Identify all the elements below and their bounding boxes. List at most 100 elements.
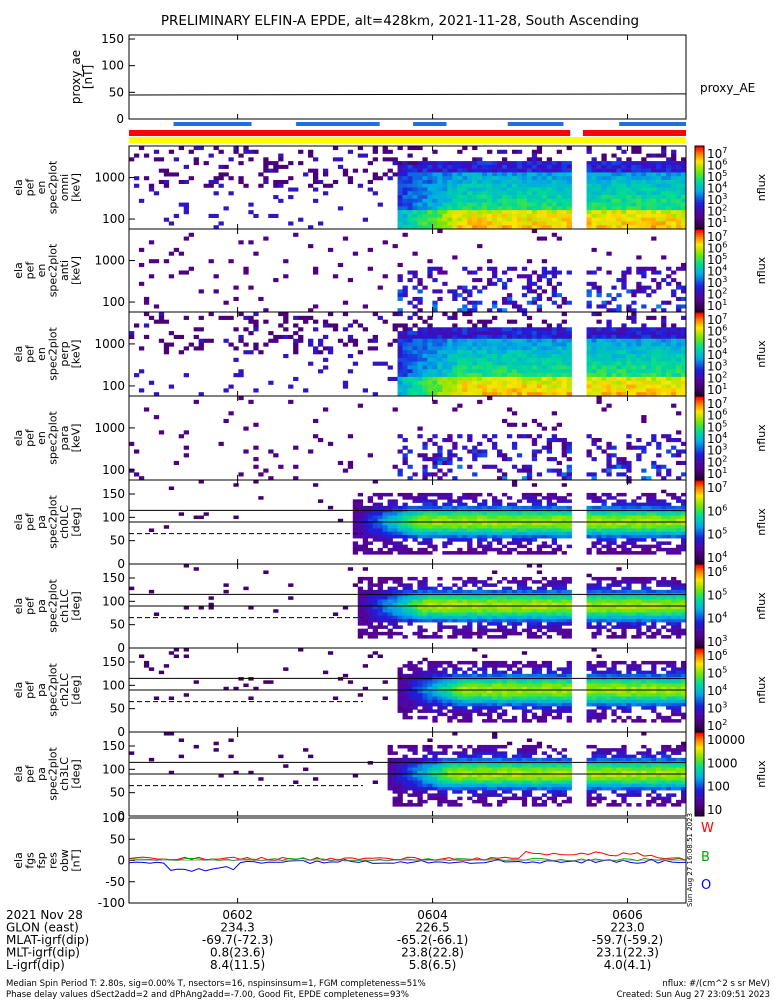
spectrogram-cell	[656, 441, 662, 446]
spectrogram-cell	[293, 376, 299, 382]
spectrogram-cell	[591, 631, 597, 636]
spectrogram-cell	[521, 392, 528, 397]
spectrogram-cell	[367, 512, 373, 516]
spectrogram-cell	[596, 373, 602, 378]
spectrogram-cell	[437, 354, 443, 359]
spectrogram-cell	[606, 512, 612, 516]
spectrogram-cell	[651, 509, 657, 513]
spectrogram-cell	[551, 593, 557, 597]
spectrogram-cell	[536, 635, 543, 639]
spectrogram-cell	[427, 198, 433, 203]
spectrogram-cell	[497, 179, 503, 185]
spectrogram-cell	[397, 331, 403, 336]
spectrogram-cell	[308, 342, 314, 347]
spectrogram-cell	[646, 221, 652, 226]
spectrogram-cell	[462, 551, 468, 555]
spectrogram-cell	[556, 505, 562, 510]
spectrogram-cell	[313, 179, 319, 185]
spectrogram-cell	[467, 161, 473, 166]
spectrogram-cell	[616, 357, 622, 362]
spectrogram-cell	[382, 609, 388, 613]
spectrogram-cell	[357, 350, 364, 355]
spectrogram-cell	[497, 183, 503, 188]
spectrogram-cell	[516, 176, 523, 181]
spectrogram-cell	[382, 515, 388, 520]
spectrogram-cell	[596, 350, 602, 355]
spectrogram-cell	[432, 354, 438, 359]
spectrogram-cell	[501, 281, 508, 286]
spectrogram-cell	[586, 168, 592, 173]
spectrogram-cell	[397, 198, 403, 203]
spectrogram-cell	[501, 354, 508, 359]
spectrogram-cell	[641, 334, 647, 340]
spectrogram-cell	[492, 206, 498, 211]
spectrogram-cell	[621, 195, 627, 200]
spectrogram-cell	[676, 518, 682, 523]
spectrogram-cell	[591, 327, 597, 332]
spectrogram-cell	[621, 518, 627, 523]
spectrogram-cell	[656, 176, 662, 181]
spectrogram-cell	[457, 361, 463, 366]
spectrogram-cell	[631, 499, 637, 503]
spectrogram-cell	[511, 149, 518, 154]
spectrogram-cell	[367, 499, 373, 503]
spectrogram-cell	[357, 580, 364, 584]
spectrogram-cell	[482, 221, 488, 226]
spectrogram-cell	[392, 612, 398, 616]
spectrogram-cell	[367, 179, 373, 185]
spectrogram-cell	[392, 606, 398, 610]
spectrogram-cell	[616, 512, 622, 516]
colorbar-segment	[695, 260, 704, 263]
spectrogram-cell	[536, 183, 543, 188]
spectrogram-cell	[472, 445, 478, 450]
spectrogram-cell	[447, 635, 453, 639]
spectrogram-cell	[656, 161, 662, 166]
spectrogram-cell	[392, 602, 398, 607]
spectrogram-cell	[238, 369, 244, 374]
colorbar-segment	[695, 423, 704, 426]
spectrogram-cell	[521, 628, 528, 633]
spectrogram-cell	[283, 274, 289, 279]
spectrogram-cell	[412, 384, 418, 389]
spectrogram-cell	[372, 612, 378, 616]
spectrogram-cell	[606, 369, 612, 374]
spectrogram-cell	[497, 525, 503, 529]
spectrogram-cell	[541, 331, 548, 336]
spectrogram-cell	[467, 342, 473, 347]
spectrogram-cell	[462, 221, 468, 226]
spectrogram-cell	[332, 179, 339, 185]
spectrogram-cell	[397, 187, 403, 192]
data-layer	[128, 93, 704, 872]
spectrogram-cell	[596, 346, 602, 351]
spectrogram-cell	[412, 589, 418, 594]
spectrogram-cell	[417, 308, 423, 313]
spectrogram-cell	[656, 153, 662, 158]
spectrogram-cell	[362, 541, 369, 545]
spectrogram-cell	[561, 589, 567, 594]
spectrogram-cell	[631, 308, 637, 313]
spectrogram-cell	[407, 191, 413, 196]
spectrogram-cell	[671, 509, 677, 513]
spectrogram-cell	[228, 315, 234, 320]
spectrogram-cell	[482, 365, 488, 370]
spectrogram-cell	[407, 225, 413, 230]
spectrogram-cell	[352, 541, 359, 545]
spectrogram-cell	[671, 176, 677, 181]
spectrogram-cell	[636, 225, 642, 230]
spectrogram-cell	[472, 615, 478, 620]
spectrogram-cell	[442, 502, 448, 507]
spectrogram-cell	[467, 361, 473, 366]
spectrogram-cell	[417, 179, 423, 185]
spectrogram-cell	[541, 161, 548, 166]
spectrogram-cell	[506, 434, 513, 439]
spectrogram-cell	[203, 183, 209, 188]
spectrogram-cell	[308, 149, 314, 154]
spectrogram-cell	[566, 628, 572, 633]
spectrogram-cell	[661, 388, 667, 393]
spectrogram-cell	[477, 319, 483, 324]
spectrogram-cell	[392, 615, 398, 620]
spectrogram-cell	[452, 217, 458, 222]
spectrogram-cell	[521, 599, 528, 604]
spectrogram-cell	[531, 593, 538, 597]
spectrogram-cell	[482, 505, 488, 510]
